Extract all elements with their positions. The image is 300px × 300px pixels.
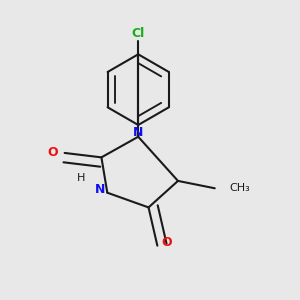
Text: CH₃: CH₃ (230, 183, 250, 193)
Text: H: H (76, 173, 85, 183)
Text: N: N (133, 126, 143, 139)
Text: O: O (161, 236, 172, 249)
Text: O: O (47, 146, 58, 159)
Text: Cl: Cl (132, 27, 145, 40)
Text: N: N (95, 183, 105, 196)
